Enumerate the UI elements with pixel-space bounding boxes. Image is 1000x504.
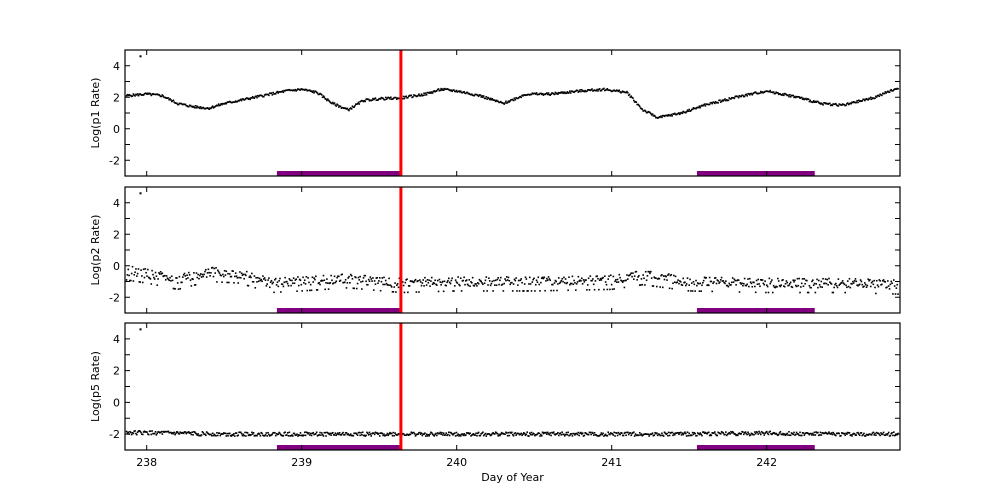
axes-frame (124, 49, 901, 177)
y-tick-label: 4 (113, 333, 120, 346)
panel-p2: 4 2 0 -2 Log(p2 Rate) (89, 186, 901, 314)
panel-p5: 4 2 0 -2 Log(p5 Rate) 238 239 240 241 242 Day of Y… (89, 322, 901, 484)
y-tick-label: 2 (113, 228, 120, 241)
y-tick-label: 0 (113, 123, 120, 136)
panel-p1: 4 2 0 -2 Log(p1 Rate) (89, 49, 901, 177)
x-tick-label: 238 (136, 456, 157, 469)
y-tick-label: 4 (113, 60, 120, 73)
interval-bar (276, 308, 401, 313)
x-tick-label: 239 (291, 456, 312, 469)
y-tick-label: 4 (113, 197, 120, 210)
x-tick-label: 241 (601, 456, 622, 469)
y-axis-label: Log(p5 Rate) (89, 351, 102, 422)
y-tick-label: -2 (109, 291, 120, 304)
y-tick-label: 0 (113, 396, 120, 409)
x-tick-label: 242 (756, 456, 777, 469)
x-axis-label: Day of Year (481, 471, 544, 484)
y-tick-label: 0 (113, 260, 120, 273)
interval-bar (276, 171, 401, 176)
interval-bar (696, 445, 815, 450)
axes-frame (124, 186, 901, 314)
axes-frame (124, 322, 901, 451)
p2-data-points (125, 192, 899, 295)
p5-data-points (125, 328, 899, 437)
interval-bar (696, 171, 815, 176)
y-tick-label: -2 (109, 154, 120, 167)
y-tick-label: -2 (109, 428, 120, 441)
interval-bar (276, 445, 401, 450)
y-tick-label: 2 (113, 365, 120, 378)
y-axis-label: Log(p1 Rate) (89, 78, 102, 149)
p1-data-points (125, 55, 899, 119)
x-tick-label: 240 (446, 456, 467, 469)
interval-bar (696, 308, 815, 313)
y-tick-label: 2 (113, 91, 120, 104)
y-axis-label: Log(p2 Rate) (89, 215, 102, 286)
